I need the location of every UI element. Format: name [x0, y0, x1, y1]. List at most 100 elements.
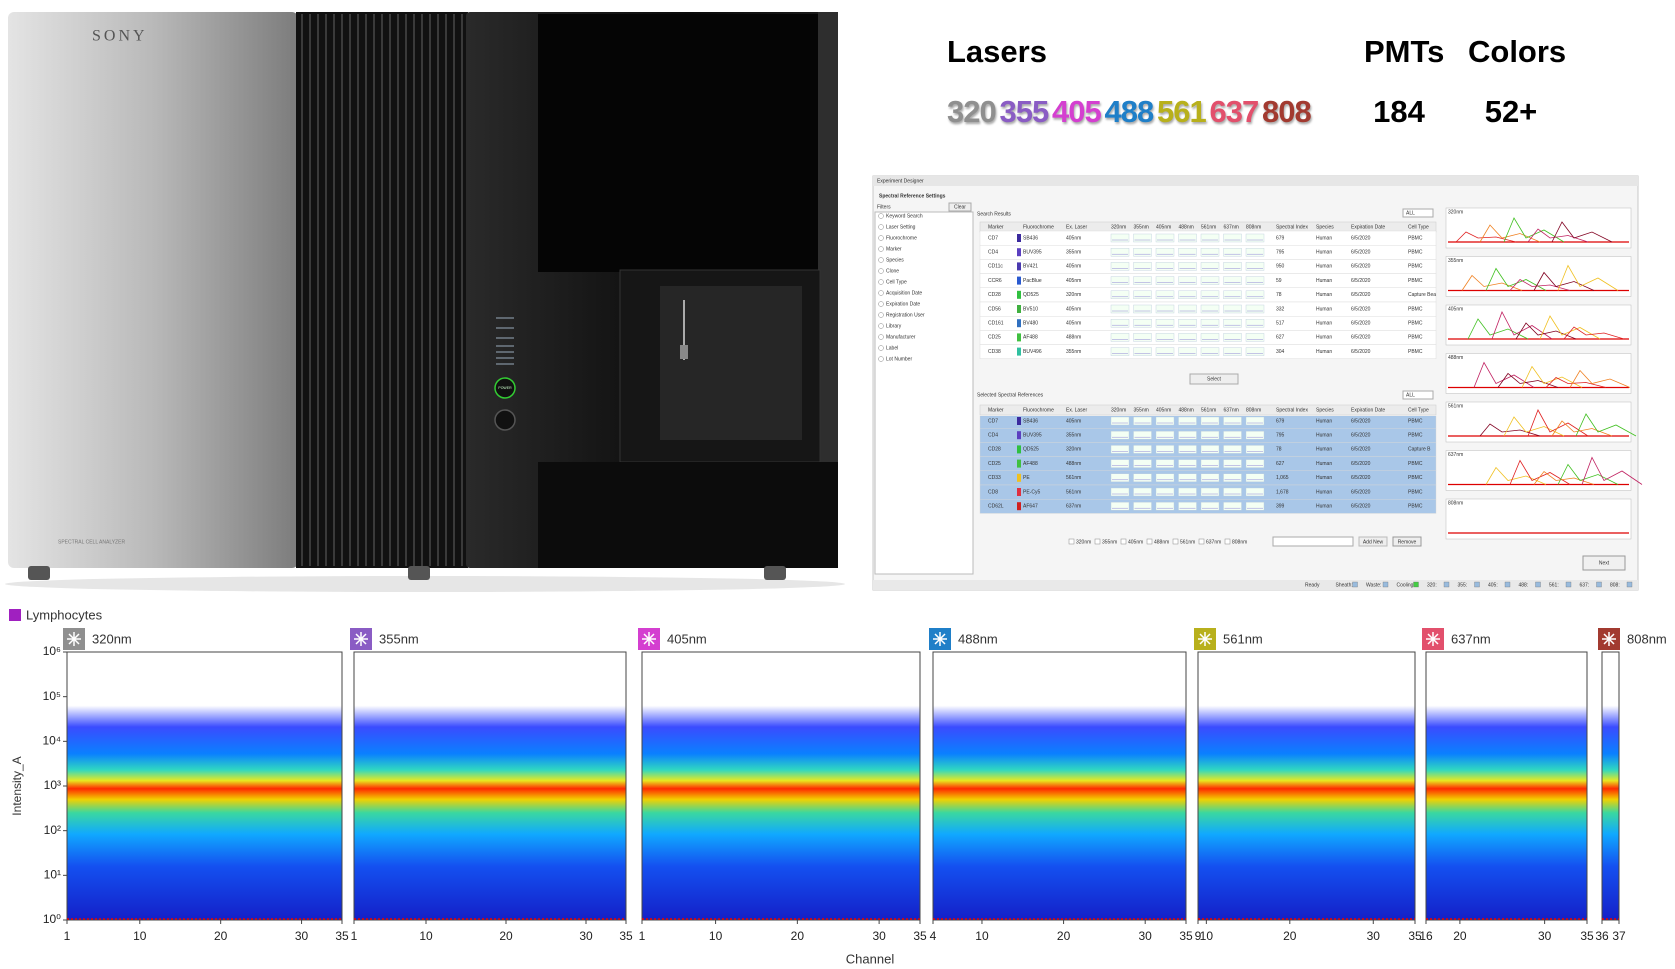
filter-toggle[interactable]: [878, 235, 884, 241]
filter-toggle[interactable]: [878, 224, 884, 230]
x-tick-label: 1: [639, 929, 646, 943]
remove-label[interactable]: Remove: [1398, 539, 1417, 545]
filter-item[interactable]: Acquisition Date: [886, 290, 922, 296]
add-new-label[interactable]: Add New: [1363, 539, 1384, 545]
laser-checkbox[interactable]: [1224, 538, 1231, 545]
filter-toggle[interactable]: [878, 323, 884, 329]
filter-item[interactable]: Cell Type: [886, 279, 907, 285]
filter-toggle[interactable]: [878, 279, 884, 285]
cell: Human: [1316, 306, 1332, 312]
cell: 6/5/2020: [1351, 433, 1371, 439]
filter-item[interactable]: Laser Setting: [886, 224, 916, 230]
heatmap: [1198, 652, 1415, 920]
laser-checkbox[interactable]: [1094, 538, 1101, 545]
spectrum-trace: [1485, 466, 1547, 485]
filter-panel: [874, 211, 974, 575]
filter-toggle[interactable]: [878, 246, 884, 252]
cell: 6/5/2020: [1351, 418, 1371, 424]
laser-checkbox[interactable]: [1198, 538, 1205, 545]
select-label[interactable]: Select: [1207, 376, 1222, 382]
cell: PBMC: [1408, 306, 1423, 312]
mini-spectrum: [1155, 333, 1175, 342]
laser-filter-label[interactable]: 561nm: [1180, 539, 1195, 545]
laser-filter-label[interactable]: 355nm: [1102, 539, 1117, 545]
cell: 6/5/2020: [1351, 278, 1371, 284]
search-filter-label[interactable]: ALL: [1406, 210, 1415, 216]
laser-wavelength: 488: [1105, 94, 1154, 129]
remove-button[interactable]: [1392, 536, 1422, 547]
spectrum-trace: [1461, 274, 1523, 291]
laser-filter-label[interactable]: 808nm: [1232, 539, 1247, 545]
selected-filter-label[interactable]: ALL: [1406, 392, 1415, 398]
filter-toggle[interactable]: [878, 268, 884, 274]
cell: CD7: [988, 235, 998, 241]
selected-filter[interactable]: [1402, 390, 1434, 400]
y-tick-label: 10⁰: [43, 912, 61, 926]
filter-toggle[interactable]: [878, 257, 884, 263]
name-input[interactable]: [1272, 536, 1354, 547]
cell: BUV395: [1023, 250, 1042, 256]
filter-item[interactable]: Label: [886, 345, 898, 351]
next-label[interactable]: Next: [1599, 560, 1610, 566]
laser-filter-label[interactable]: 320nm: [1076, 539, 1091, 545]
mini-spectrum: [1110, 233, 1130, 243]
spectrum-trace: [1467, 318, 1529, 340]
cell: PBMC: [1408, 475, 1423, 481]
status-icon: [1504, 581, 1511, 588]
add-new-button[interactable]: [1358, 536, 1388, 547]
filter-toggle[interactable]: [878, 290, 884, 296]
spectrum-trace: [1527, 409, 1589, 437]
cell: PacBlue: [1023, 278, 1042, 284]
cell: 517: [1276, 321, 1285, 327]
filter-toggle[interactable]: [878, 312, 884, 318]
spectrum-box: [1445, 498, 1632, 540]
mini-spectrum: [1178, 233, 1197, 243]
filter-item[interactable]: Keyword Search: [886, 213, 923, 219]
mini-spectrum: [1223, 487, 1242, 497]
status-item: 488:: [1519, 582, 1529, 588]
laser-checkbox[interactable]: [1146, 538, 1153, 545]
filter-item[interactable]: Species: [886, 257, 904, 263]
mini-spectrum: [1178, 262, 1197, 271]
mini-spectrum: [1110, 304, 1130, 314]
filter-item[interactable]: Registration User: [886, 312, 925, 318]
filter-item[interactable]: Library: [886, 323, 902, 329]
mini-spectrum: [1155, 487, 1175, 497]
mini-spectrum: [1133, 416, 1152, 426]
column-header: Expiration Date: [1351, 407, 1385, 413]
laser-checkbox[interactable]: [1068, 538, 1075, 545]
filter-toggle[interactable]: [878, 213, 884, 219]
clear-label[interactable]: Clear: [954, 204, 966, 210]
status-item: 637:: [1580, 582, 1590, 588]
select-button[interactable]: [1189, 373, 1239, 385]
laser-checkbox[interactable]: [1172, 538, 1179, 545]
laser-wavelength: 808: [1262, 94, 1311, 129]
laser-checkbox[interactable]: [1120, 538, 1127, 545]
cell: PBMC: [1408, 433, 1423, 439]
laser-filter-label[interactable]: 488nm: [1154, 539, 1169, 545]
filter-toggle[interactable]: [878, 301, 884, 307]
heatmap: [1602, 652, 1619, 920]
status-item: 355:: [1458, 582, 1468, 588]
filter-item[interactable]: Expiration Date: [886, 301, 920, 307]
next-button[interactable]: [1582, 555, 1626, 571]
filter-item[interactable]: Marker: [886, 246, 902, 252]
cell: 405nm: [1066, 278, 1081, 284]
mini-spectrum: [1200, 445, 1220, 454]
filter-item[interactable]: Clone: [886, 268, 899, 274]
filter-item[interactable]: Lot Number: [886, 356, 912, 362]
filter-toggle[interactable]: [878, 356, 884, 362]
filter-item[interactable]: Fluorochrome: [886, 235, 917, 241]
search-filter[interactable]: [1402, 208, 1434, 218]
filter-toggle[interactable]: [878, 345, 884, 351]
mini-spectrum: [1178, 333, 1197, 342]
cell: PE-Cy5: [1023, 489, 1040, 495]
panel-title: 355nm: [379, 631, 419, 646]
laser-filter-label[interactable]: 405nm: [1128, 539, 1143, 545]
spectrum-box: [1445, 256, 1632, 297]
clear-button[interactable]: [948, 202, 972, 212]
filter-item[interactable]: Manufacturer: [886, 334, 916, 340]
mini-spectrum: [1200, 347, 1220, 356]
laser-filter-label[interactable]: 637nm: [1206, 539, 1221, 545]
filter-toggle[interactable]: [878, 334, 884, 340]
